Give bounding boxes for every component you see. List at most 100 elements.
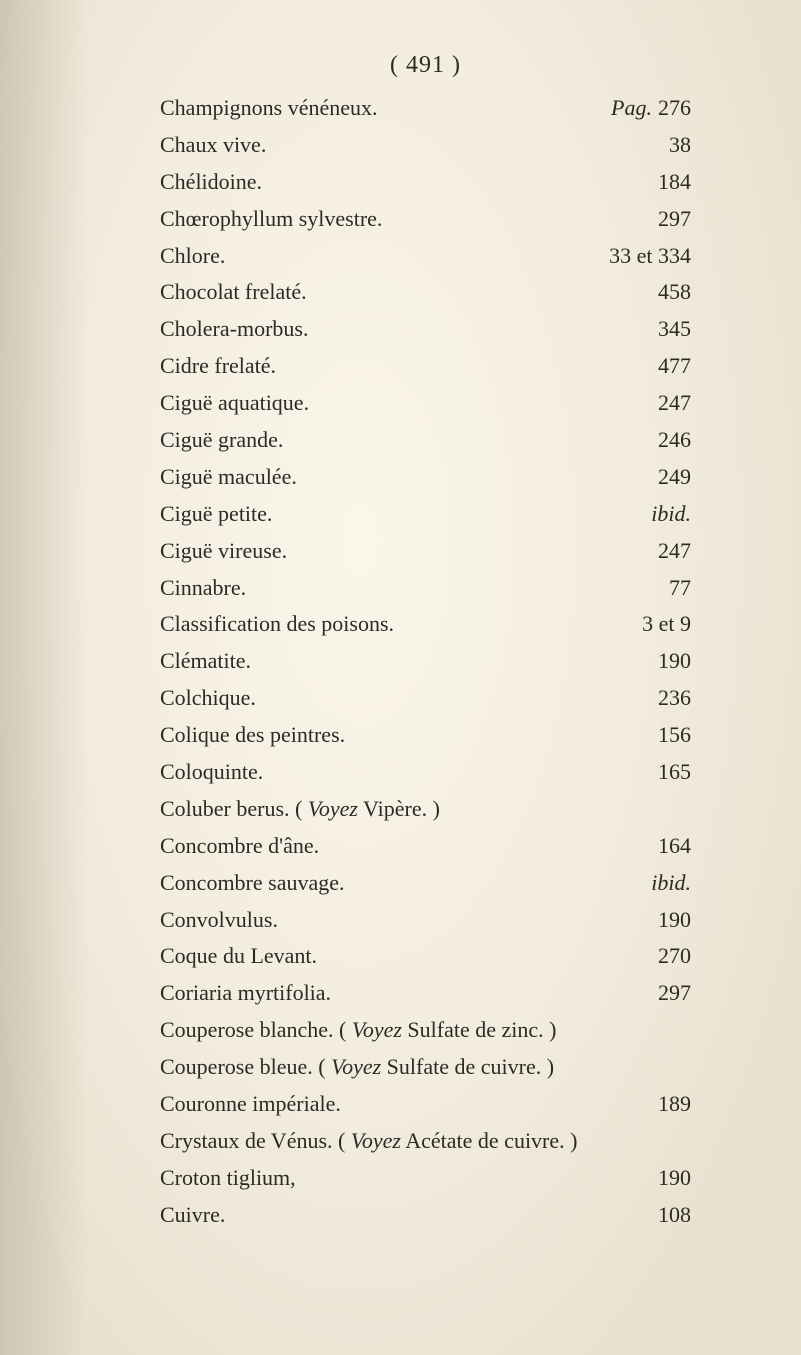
index-page-number: ibid. [581,503,691,525]
index-term: Champignons vénéneux. [160,97,581,119]
index-page-number: 33 et 334 [581,245,691,267]
index-row: Coque du Levant. 270 [160,945,691,967]
index-row: Ciguë grande. 246 [160,429,691,451]
index-row: Ciguë vireuse. 247 [160,540,691,562]
page-value: 246 [658,427,691,452]
index-page-number: 236 [581,687,691,709]
page-value: 165 [658,759,691,784]
index-row: Cholera-morbus. 345 [160,318,691,340]
index-row: Chlore.33 et 334 [160,245,691,267]
index-row: Concombre sauvage.ibid. [160,872,691,894]
page-value: 458 [658,279,691,304]
page-value: ibid. [651,501,691,526]
page-value: 190 [658,1165,691,1190]
index-page-number: 189 [581,1093,691,1115]
page-value: 345 [658,316,691,341]
page-value: 156 [658,722,691,747]
index-term: Cinnabre. [160,577,581,599]
index-row: Cuivre. 108 [160,1204,691,1226]
page-value: 477 [658,353,691,378]
page-value: 247 [658,390,691,415]
index-row: Chocolat frelaté. 458 [160,281,691,303]
index-row: Coloquinte. 165 [160,761,691,783]
index-term: Ciguë aquatique. [160,392,581,414]
index-term: Ciguë vireuse. [160,540,581,562]
index-term: Concombre sauvage. [160,872,581,894]
index-term: Chaux vive. [160,134,581,156]
index-row: Coriaria myrtifolia.297 [160,982,691,1004]
index-row: Couperose blanche. ( Voyez Sulfate de zi… [160,1019,691,1041]
index-term: Colchique. [160,687,581,709]
index-term: Ciguë petite. [160,503,581,525]
index-page-number: 246 [581,429,691,451]
index-page-number: 38 [581,134,691,156]
index-term: Ciguë maculée. [160,466,581,488]
index-term: Convolvulus. [160,909,581,931]
index-row: Chaux vive. 38 [160,134,691,156]
page-value: 38 [669,132,691,157]
index-row: Chœrophyllum sylvestre.297 [160,208,691,230]
index-row: Colique des peintres.156 [160,724,691,746]
index-page-number: 108 [581,1204,691,1226]
index-term: Chœrophyllum sylvestre. [160,208,581,230]
index-page-number: Pag.276 [581,97,691,119]
index-term: Chélidoine. [160,171,581,193]
page-value: 190 [658,907,691,932]
index-term: Cuivre. [160,1204,581,1226]
index-term: Chocolat frelaté. [160,281,581,303]
index-page-number: 190 [581,909,691,931]
page-value: 247 [658,538,691,563]
index-term: Crystaux de Vénus. ( Voyez Acétate de cu… [160,1130,691,1152]
index-page-number: 165 [581,761,691,783]
index-page-number: 190 [581,1167,691,1189]
index-page-number: 270 [581,945,691,967]
index-term: Cidre frelaté. [160,355,581,377]
page-shadow [0,0,90,1355]
index-page-number: 77 [581,577,691,599]
index-term: Concombre d'âne. [160,835,581,857]
page-value: 270 [658,943,691,968]
index-term: Coque du Levant. [160,945,581,967]
page-value: 249 [658,464,691,489]
index-page-number: 3 et 9 [581,613,691,635]
page: ( 491 ) Champignons vénéneux.Pag.276Chau… [0,0,801,1355]
index-row: Ciguë petite. ibid. [160,503,691,525]
index-page-number: 345 [581,318,691,340]
index-row: Clématite.190 [160,650,691,672]
page-value: 184 [658,169,691,194]
index-term: Couperose blanche. ( Voyez Sulfate de zi… [160,1019,691,1041]
index-term: Couperose bleue. ( Voyez Sulfate de cuiv… [160,1056,691,1078]
index-term: Ciguë grande. [160,429,581,451]
index-term: Couronne impériale. [160,1093,581,1115]
page-value: 33 et 334 [609,243,691,268]
index-page-number: 458 [581,281,691,303]
index-row: Colchique.236 [160,687,691,709]
index-term: Coriaria myrtifolia. [160,982,581,1004]
index-row: Convolvulus. 190 [160,909,691,931]
index-row: Ciguë aquatique. 247 [160,392,691,414]
index-term: Coloquinte. [160,761,581,783]
index-page-number: 247 [581,392,691,414]
index-page-number: 156 [581,724,691,746]
index-page-number: 184 [581,171,691,193]
page-header: ( 491 ) [160,52,691,79]
page-label: Pag. [611,95,652,120]
index-row: Cidre frelaté. 477 [160,355,691,377]
index-term: Croton tiglium, [160,1167,581,1189]
index-row: Chélidoine. 184 [160,171,691,193]
index-page-number: 297 [581,208,691,230]
index-row: Crystaux de Vénus. ( Voyez Acétate de cu… [160,1130,691,1152]
index-term: Coluber berus. ( Voyez Vipère. ) [160,798,691,820]
index-row: Couronne impériale.189 [160,1093,691,1115]
index-row: Concombre d'âne.164 [160,835,691,857]
index-page-number: 249 [581,466,691,488]
page-value: 108 [658,1202,691,1227]
index-row: Couperose bleue. ( Voyez Sulfate de cuiv… [160,1056,691,1078]
index-row: Champignons vénéneux.Pag.276 [160,97,691,119]
index-term: Clématite. [160,650,581,672]
index-page-number: 297 [581,982,691,1004]
index-page-number: 190 [581,650,691,672]
index-row: Coluber berus. ( Voyez Vipère. ) [160,798,691,820]
index-term: Cholera-morbus. [160,318,581,340]
page-value: 276 [658,95,691,120]
